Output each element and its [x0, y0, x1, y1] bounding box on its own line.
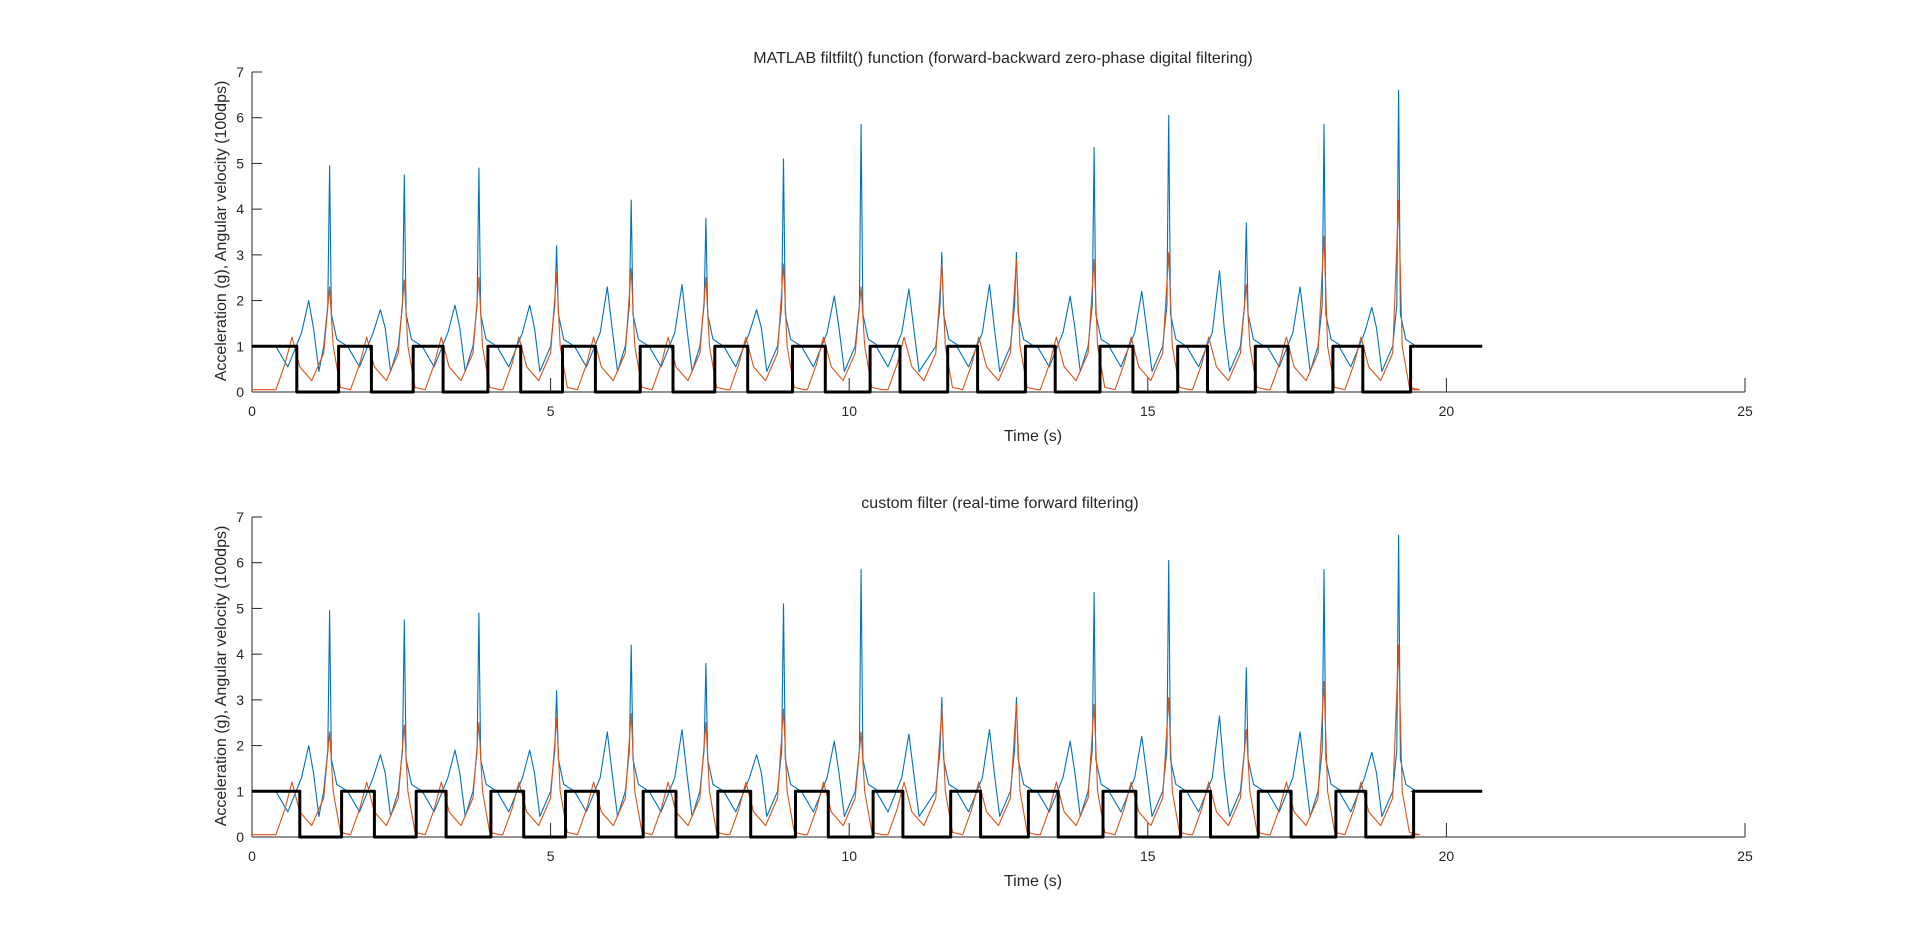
panel-top: MATLAB filtfilt() function (forward-back…	[213, 50, 1753, 445]
x-tick-label: 15	[1140, 848, 1156, 864]
plot-area: 0 5 10 15 20 25 0 1 2 3 4 5 6 7	[236, 64, 1753, 419]
y-tick-label: 6	[236, 110, 244, 126]
step-series-line	[252, 344, 1483, 394]
x-tick-label: 20	[1439, 403, 1455, 419]
y-tick-label: 4	[236, 646, 244, 662]
blue-series-line	[252, 534, 1418, 817]
blue-series-line	[252, 89, 1418, 372]
panel-title: MATLAB filtfilt() function (forward-back…	[753, 50, 1252, 67]
x-tick-label: 20	[1439, 848, 1455, 864]
x-tick-label: 0	[248, 848, 256, 864]
x-tick-label: 10	[841, 848, 857, 864]
x-axis-label: Time (s)	[1004, 428, 1062, 445]
y-tick-label: 6	[236, 555, 244, 571]
y-tick-label: 1	[236, 338, 244, 354]
y-tick-label: 3	[236, 247, 244, 263]
orange-series-line	[252, 199, 1421, 391]
y-tick-label: 5	[236, 155, 244, 171]
x-tick-label: 5	[547, 848, 555, 864]
y-tick-label: 2	[236, 293, 244, 309]
x-tick-label: 15	[1140, 403, 1156, 419]
y-tick-label: 3	[236, 692, 244, 708]
y-tick-label: 0	[236, 384, 244, 400]
y-tick-label: 0	[236, 829, 244, 845]
x-tick-label: 25	[1737, 403, 1753, 419]
x-tick-label: 10	[841, 403, 857, 419]
y-tick-label: 4	[236, 201, 244, 217]
y-tick-label: 5	[236, 600, 244, 616]
step-series-line	[252, 789, 1483, 839]
plot-area: 0 5 10 15 20 25 0 1 2 3 4 5 6 7	[236, 509, 1753, 864]
y-tick-label: 7	[236, 509, 244, 525]
x-tick-label: 25	[1737, 848, 1753, 864]
y-tick-label: 1	[236, 783, 244, 799]
y-tick-label: 7	[236, 64, 244, 80]
orange-series-line	[252, 644, 1421, 836]
y-axis-label: Acceleration (g), Angular velocity (100d…	[213, 526, 230, 827]
panel-bottom: custom filter (real-time forward filteri…	[213, 495, 1753, 890]
panel-title: custom filter (real-time forward filteri…	[861, 495, 1138, 512]
x-tick-label: 0	[248, 403, 256, 419]
y-tick-label: 2	[236, 738, 244, 754]
x-tick-label: 5	[547, 403, 555, 419]
y-axis-label: Acceleration (g), Angular velocity (100d…	[213, 81, 230, 382]
x-axis-label: Time (s)	[1004, 873, 1062, 890]
